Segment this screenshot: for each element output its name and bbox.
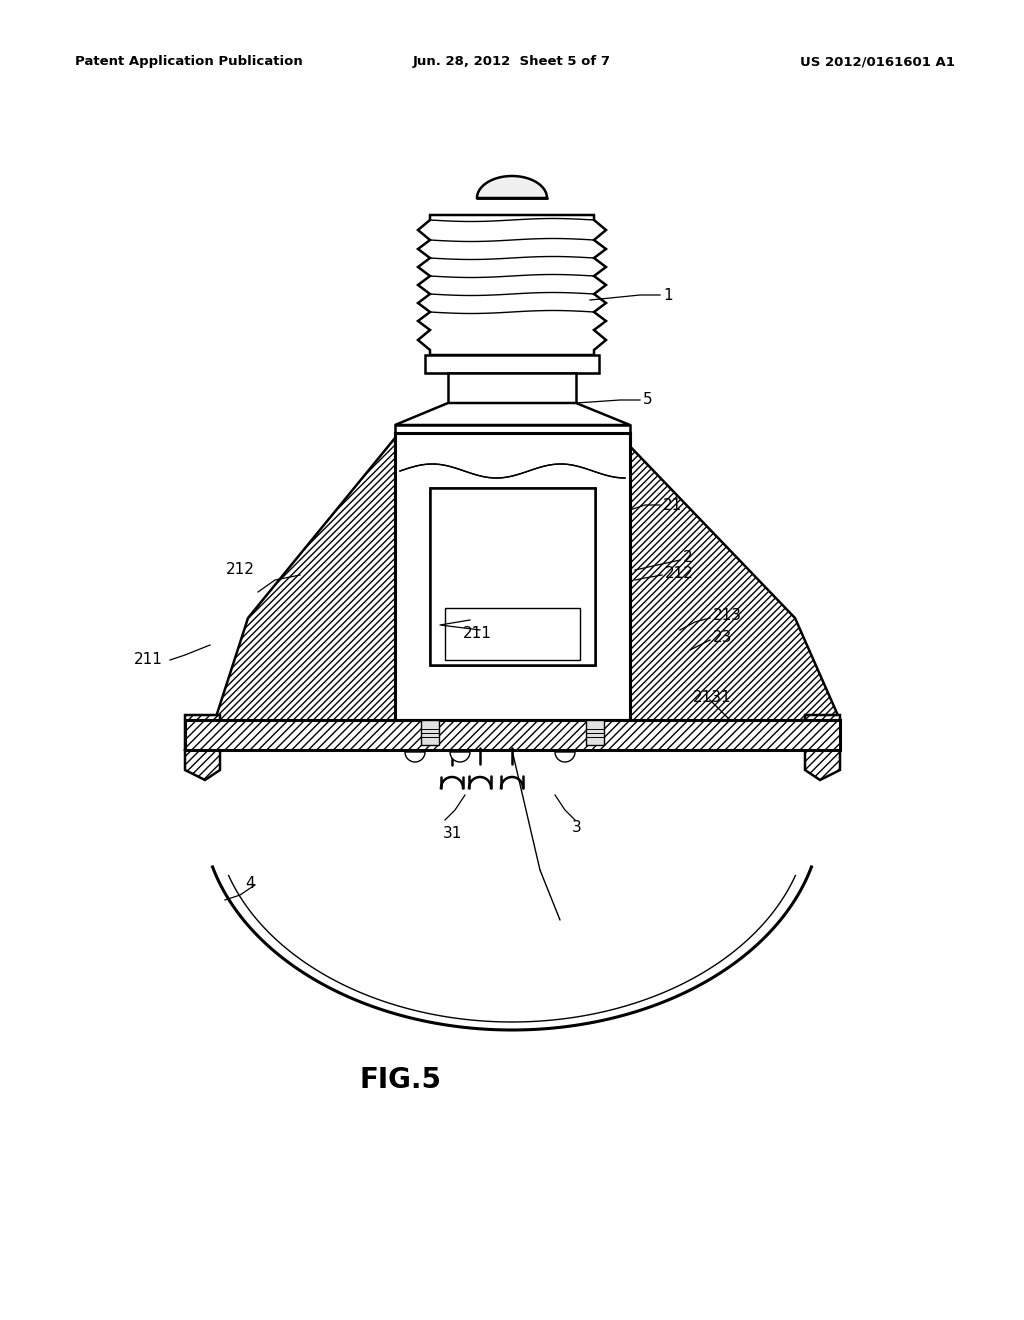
Text: 21: 21 [663,498,682,512]
Polygon shape [185,715,220,780]
Text: 212: 212 [665,565,694,581]
Text: 2131: 2131 [693,690,731,705]
Text: FIG.5: FIG.5 [359,1067,441,1094]
Text: Jun. 28, 2012  Sheet 5 of 7: Jun. 28, 2012 Sheet 5 of 7 [413,55,611,69]
Bar [586,719,604,744]
Text: US 2012/0161601 A1: US 2012/0161601 A1 [800,55,955,69]
Text: 5: 5 [643,392,652,408]
Polygon shape [185,438,403,735]
Bar [395,433,630,719]
Text: 2: 2 [683,550,692,565]
Text: 213: 213 [713,609,742,623]
Polygon shape [450,752,470,762]
Polygon shape [406,752,425,762]
Text: 4: 4 [246,875,255,891]
Polygon shape [622,438,840,735]
Polygon shape [477,176,547,198]
Text: 212: 212 [226,562,255,578]
Text: 31: 31 [443,825,463,841]
Bar [430,488,595,665]
Polygon shape [418,215,606,355]
Text: 211: 211 [134,652,163,668]
Polygon shape [425,355,599,374]
Bar [430,488,595,665]
Polygon shape [395,403,630,425]
Polygon shape [555,752,575,762]
Polygon shape [395,425,630,433]
Polygon shape [449,374,575,403]
Bar [421,719,439,744]
Bar [185,719,840,750]
Polygon shape [395,433,630,719]
Text: 1: 1 [663,288,673,302]
Text: 3: 3 [572,821,582,836]
Text: 23: 23 [713,631,732,645]
Bar [445,609,580,660]
Text: 211: 211 [463,627,492,642]
Polygon shape [805,715,840,780]
Text: Patent Application Publication: Patent Application Publication [75,55,303,69]
